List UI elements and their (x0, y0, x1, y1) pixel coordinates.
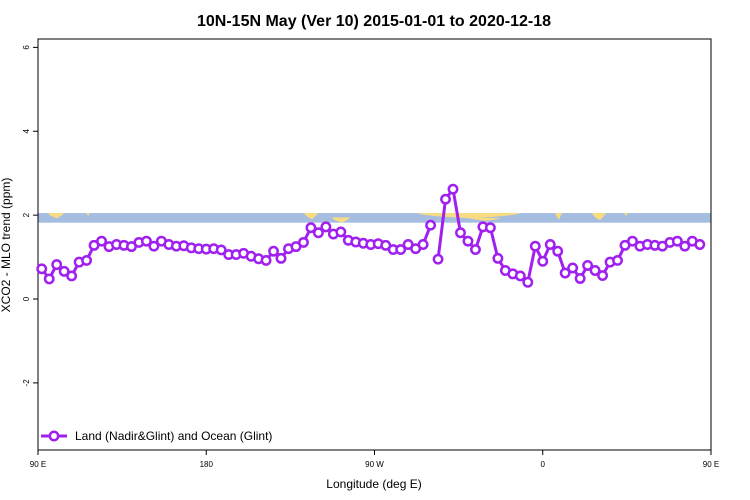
data-point (96, 235, 108, 247)
data-point (597, 270, 609, 281)
data-point (679, 240, 691, 252)
data-point (81, 254, 93, 266)
chart-title: 10N-15N May (Ver 10) 2015-01-01 to 2020-… (197, 13, 551, 30)
series-layer (36, 183, 706, 288)
data-point (320, 221, 332, 233)
data-point (312, 227, 324, 239)
y-tick-label: 0 (22, 296, 31, 301)
data-point (671, 235, 683, 247)
data-point (395, 244, 407, 255)
land-shape (332, 217, 350, 223)
data-point (574, 273, 586, 284)
data-point (66, 270, 78, 282)
data-point (582, 260, 594, 271)
data-point (537, 255, 549, 267)
x-axis: 90 E 180 90 W 0 90 E (30, 450, 719, 469)
data-point (470, 244, 481, 255)
data-point (43, 273, 55, 285)
legend-label: Land (Nadir&Glint) and Ocean (Glint) (75, 429, 272, 443)
data-point (148, 240, 160, 252)
data-point (567, 262, 579, 274)
land-shape (304, 213, 318, 220)
data-point (51, 259, 63, 271)
data-point (36, 263, 48, 275)
x-axis-label: Longitude (deg E) (326, 477, 421, 491)
data-point (552, 245, 564, 257)
data-point (484, 222, 496, 234)
y-axis-label: XCO2 - MLO trend (ppm) (0, 178, 13, 313)
data-point (462, 235, 474, 247)
data-point (298, 236, 309, 248)
land-shape (592, 213, 606, 221)
data-point (275, 252, 287, 264)
data-point (260, 254, 272, 266)
data-point (529, 240, 541, 252)
data-point (627, 235, 638, 247)
data-point (215, 244, 227, 256)
x-tick-label: 90 E (30, 460, 46, 469)
legend: Land (Nadir&Glint) and Ocean (Glint) (41, 429, 272, 443)
land-shape (86, 213, 90, 217)
x-tick-label: 180 (200, 460, 214, 469)
data-point (268, 245, 279, 257)
data-point (514, 270, 526, 282)
land-shape (470, 217, 500, 221)
map-strip (38, 213, 711, 223)
data-point (612, 254, 623, 266)
map-strip-ocean (38, 213, 711, 223)
data-point (58, 265, 70, 277)
data-point (335, 226, 347, 238)
y-tick-label: 4 (22, 128, 31, 133)
data-point (544, 239, 556, 250)
data-point (559, 267, 571, 279)
data-point (589, 265, 601, 276)
data-point (432, 253, 444, 265)
x-tick-label: 90 W (365, 460, 384, 469)
legend-marker (48, 430, 60, 442)
data-point (492, 252, 504, 264)
data-point (305, 222, 317, 234)
y-tick-label: -2 (22, 379, 31, 387)
x-tick-label: 90 E (703, 460, 719, 469)
land-shape (48, 213, 64, 219)
data-point (417, 239, 429, 250)
y-axis: -2 0 2 4 6 (22, 45, 38, 387)
land-shape (624, 213, 628, 217)
x-tick-label: 0 (541, 460, 546, 469)
data-point (425, 219, 437, 231)
y-tick-label: 6 (22, 45, 31, 50)
data-point (522, 276, 534, 288)
data-point (455, 227, 466, 239)
y-tick-label: 2 (22, 212, 31, 217)
data-point (440, 193, 451, 205)
data-point (140, 235, 152, 247)
data-point (447, 183, 459, 195)
data-point (694, 239, 706, 250)
land-shape (555, 213, 562, 220)
